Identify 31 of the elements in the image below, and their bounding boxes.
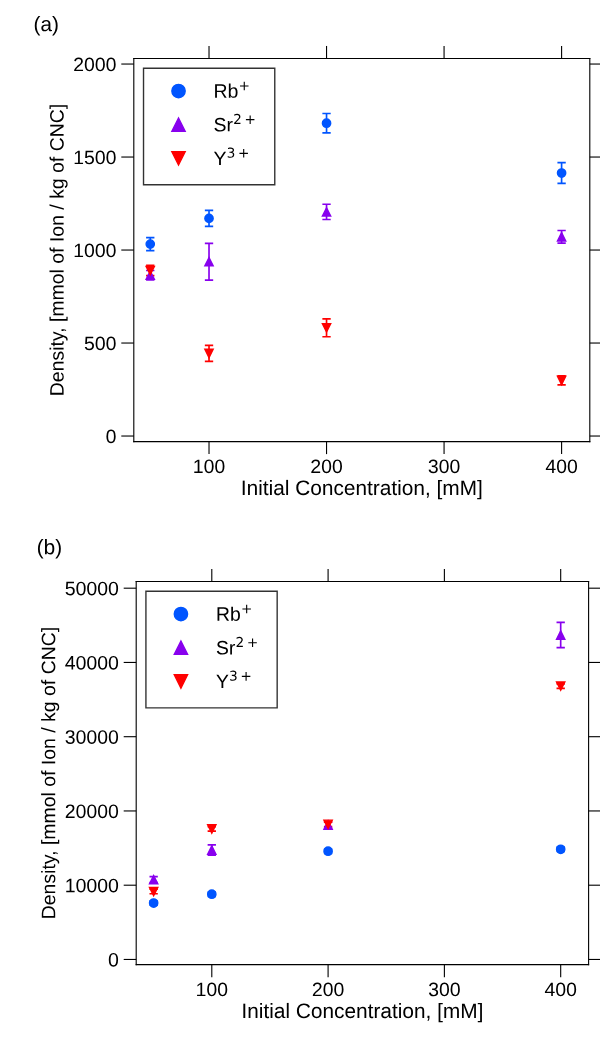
y-tick-label: 1000 — [74, 243, 116, 258]
x-axis-title: Initial Concentration, [mM] — [242, 479, 482, 500]
x-tick-label: 200 — [312, 982, 344, 997]
x-tick-label: 100 — [197, 982, 228, 997]
x-tick-label: 200 — [311, 459, 342, 474]
x-tick-label: 100 — [194, 459, 225, 474]
y-tick-label: 1500 — [74, 150, 116, 165]
y-tick-label: 2000 — [74, 57, 116, 72]
y-tick-label: 30000 — [65, 730, 119, 744]
x-axis-title: Initial Concentration, [mM] — [243, 1002, 482, 1023]
legend-label: Y$^{3+}$ — [213, 147, 248, 166]
y-tick-label: 50000 — [65, 581, 119, 596]
legend-label: Rb$^{+}$ — [215, 81, 249, 98]
y-tick-label: 0 — [108, 952, 119, 967]
y-tick-label: 0 — [106, 429, 116, 444]
x-tick-label: 400 — [544, 982, 577, 997]
chart-title: (b) — [37, 539, 61, 559]
y-tick-label: 40000 — [65, 655, 119, 670]
y-tick-label: 10000 — [66, 878, 119, 893]
y-tick-label: 500 — [84, 336, 116, 351]
legend-label: Y$^{3+}$ — [216, 670, 251, 689]
legend-label: Sr$^{2+}$ — [216, 636, 257, 655]
y-axis-title: Density, [mmol of Ion / kg of CNC] — [41, 628, 60, 918]
legend-label: Sr$^{2+}$ — [214, 113, 255, 132]
x-tick-label: 300 — [428, 459, 460, 474]
y-tick-label: 20000 — [65, 804, 119, 819]
x-tick-label: 300 — [428, 982, 460, 997]
y-axis-title: Density, [mmol of Ion / kg of CNC] — [49, 105, 68, 395]
legend-label: Rb$^{+}$ — [217, 604, 251, 621]
chart-title: (a) — [34, 16, 58, 36]
x-tick-label: 400 — [545, 459, 578, 474]
